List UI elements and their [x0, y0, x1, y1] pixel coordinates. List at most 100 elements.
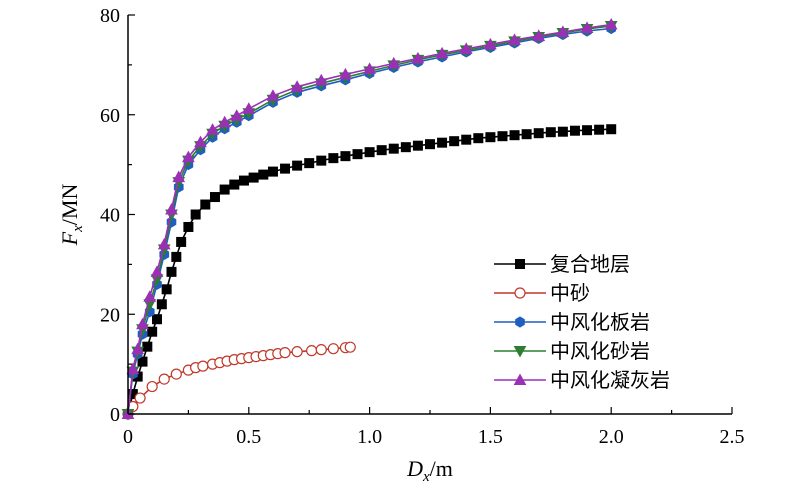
data-point — [219, 184, 230, 195]
series-4 — [121, 17, 618, 419]
y-tick-label: 20 — [100, 304, 120, 326]
legend-item-4: 中风化凝灰岩 — [494, 368, 670, 392]
legend-marker — [513, 373, 527, 385]
series-2 — [123, 22, 616, 420]
data-point — [290, 80, 304, 92]
data-point — [580, 21, 594, 33]
data-point — [339, 67, 352, 80]
data-point — [183, 221, 194, 232]
data-point — [171, 251, 182, 262]
data-point — [412, 140, 423, 151]
data-point — [556, 25, 570, 37]
data-point — [200, 199, 211, 210]
data-point — [497, 131, 508, 142]
axis-titles: Dx/m Fx/MN — [57, 184, 453, 485]
data-point — [229, 179, 240, 190]
data-point — [292, 160, 303, 171]
x-axis-var: D — [406, 456, 423, 481]
x-tick-label: 2.5 — [720, 426, 745, 448]
legend-label: 中风化砂岩 — [550, 339, 650, 363]
data-point — [376, 145, 387, 156]
data-point — [521, 129, 532, 140]
data-point — [172, 170, 186, 183]
data-point — [161, 284, 172, 295]
data-point — [388, 143, 399, 154]
legend-marker — [513, 346, 527, 358]
data-point — [509, 130, 520, 141]
data-point — [459, 42, 473, 54]
data-point — [170, 368, 182, 380]
data-point — [449, 136, 460, 147]
x-axis-unit: /m — [430, 456, 453, 481]
legend-item-1: 中砂 — [494, 281, 590, 305]
data-point — [437, 137, 448, 148]
data-point — [484, 37, 497, 50]
y-axis-unit: /MN — [57, 184, 82, 226]
legend-label: 中砂 — [550, 281, 590, 305]
data-point — [582, 125, 593, 136]
data-point — [569, 125, 580, 136]
data-point — [157, 237, 171, 250]
data-point — [136, 317, 149, 330]
y-tick-label: 0 — [110, 404, 120, 426]
data-point — [194, 135, 207, 148]
data-point — [143, 290, 157, 302]
data-point — [340, 151, 351, 162]
data-point — [158, 373, 170, 385]
plot-series — [121, 17, 618, 421]
data-point — [176, 236, 187, 247]
data-point — [306, 345, 318, 357]
data-point — [327, 343, 339, 355]
series-line — [127, 27, 612, 415]
data-point — [344, 341, 356, 353]
series-line — [127, 128, 612, 415]
data-point — [485, 132, 496, 143]
data-point — [242, 102, 256, 114]
x-tick-label: 1.5 — [478, 426, 503, 448]
legend-item-0: 复合地层 — [494, 252, 630, 276]
data-point — [190, 209, 201, 220]
data-point — [508, 33, 521, 45]
data-point — [533, 128, 544, 139]
data-point — [411, 51, 425, 64]
series-line — [127, 25, 612, 415]
data-point — [258, 169, 269, 180]
legend-marker — [515, 316, 525, 328]
legend-item-2: 中风化板岩 — [494, 310, 650, 334]
data-point — [594, 124, 605, 135]
legend-marker — [514, 287, 526, 299]
y-tick-label: 80 — [100, 5, 120, 27]
data-point — [182, 150, 195, 163]
data-point — [352, 149, 363, 160]
data-point — [218, 115, 231, 128]
data-point — [316, 155, 327, 166]
x-tick-label: 0 — [123, 426, 133, 448]
data-point — [363, 62, 376, 74]
data-point — [557, 126, 568, 137]
data-point — [279, 347, 291, 359]
data-point — [126, 362, 140, 375]
series-1 — [122, 341, 356, 420]
y-axis-sub: x — [70, 225, 86, 233]
data-point — [209, 192, 220, 203]
x-axis-sub: x — [422, 469, 430, 485]
data-point — [151, 314, 162, 325]
data-point — [532, 29, 546, 41]
x-tick-label: 0.5 — [236, 426, 261, 448]
data-point — [248, 172, 259, 183]
series-3 — [121, 20, 618, 421]
data-point — [304, 158, 315, 169]
data-point — [461, 134, 472, 145]
legend-item-3: 中风化砂岩 — [494, 339, 650, 363]
data-point — [165, 202, 178, 215]
data-point — [206, 123, 219, 135]
data-point — [606, 124, 617, 135]
data-point — [266, 89, 280, 101]
data-point — [146, 380, 158, 393]
data-point — [142, 341, 153, 352]
data-point — [291, 346, 303, 358]
legend-label: 中风化凝灰岩 — [550, 368, 670, 392]
y-axis-var: F — [57, 231, 82, 246]
data-point — [197, 360, 209, 372]
